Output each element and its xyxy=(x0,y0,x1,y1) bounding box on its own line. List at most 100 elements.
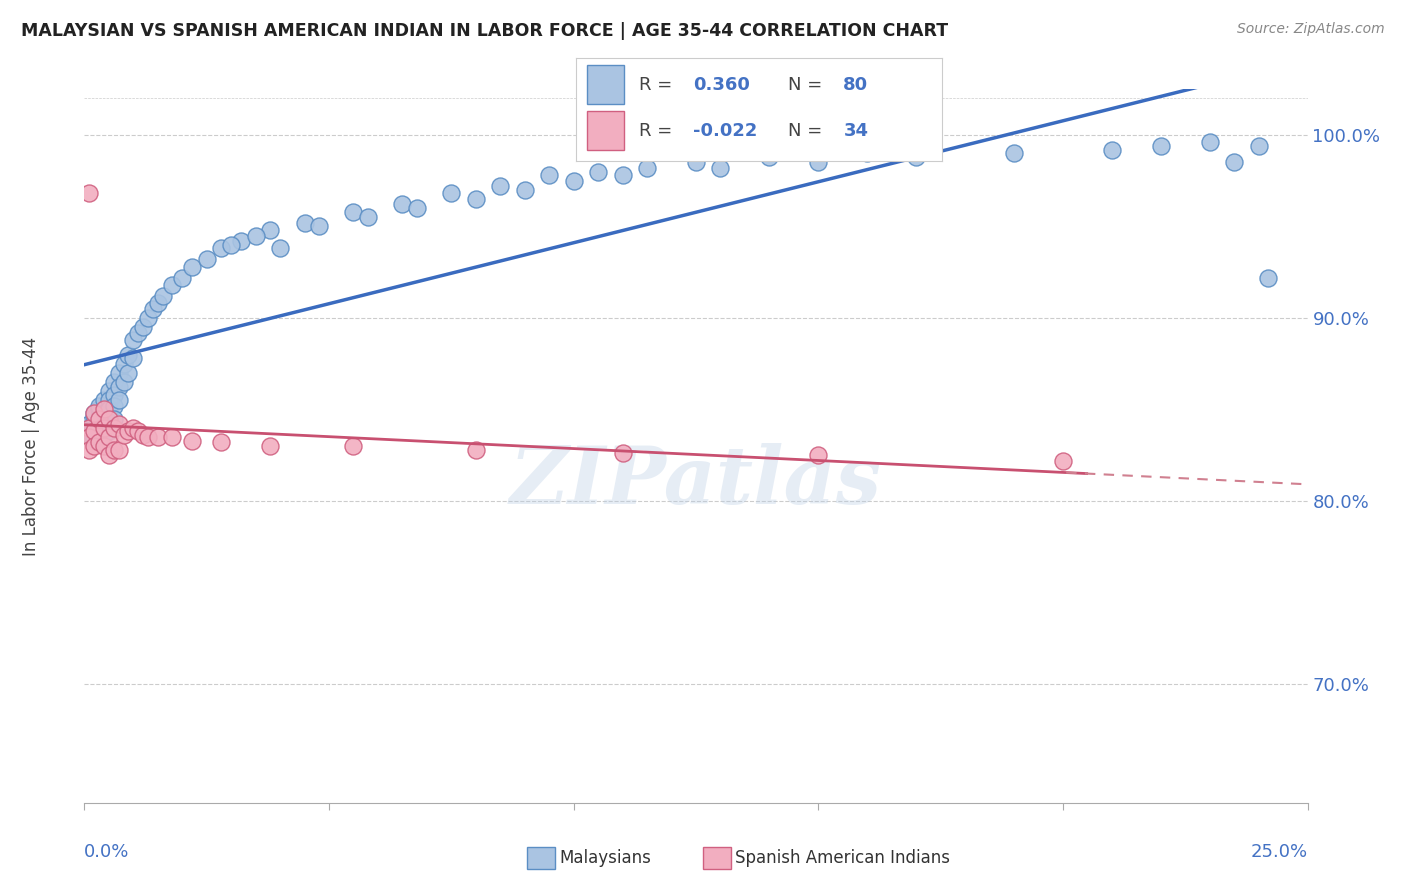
Point xyxy=(93,428,115,442)
Point xyxy=(1257,270,1279,285)
Point xyxy=(77,425,100,439)
Point xyxy=(103,375,125,389)
Point xyxy=(856,146,879,161)
Point xyxy=(562,174,585,188)
Point xyxy=(97,425,120,439)
Point xyxy=(97,384,120,398)
Point xyxy=(97,411,120,425)
Bar xyxy=(588,112,624,150)
Point xyxy=(142,301,165,316)
Point xyxy=(97,393,120,408)
Point xyxy=(87,411,110,425)
Point xyxy=(103,388,125,402)
Point xyxy=(269,241,291,255)
Point xyxy=(342,439,364,453)
Point xyxy=(807,448,830,462)
Point xyxy=(77,430,100,444)
Point xyxy=(636,161,658,175)
Point xyxy=(97,402,120,417)
Point xyxy=(132,428,155,442)
Point xyxy=(97,411,120,425)
Point xyxy=(181,434,204,448)
Point xyxy=(1198,135,1220,149)
Text: 80: 80 xyxy=(844,76,869,94)
Point xyxy=(97,448,120,462)
Point xyxy=(103,420,125,434)
Text: Source: ZipAtlas.com: Source: ZipAtlas.com xyxy=(1237,22,1385,37)
Point xyxy=(83,415,105,429)
Point xyxy=(513,183,536,197)
Point xyxy=(112,357,135,371)
Point xyxy=(117,347,139,361)
Point xyxy=(162,430,184,444)
Point xyxy=(103,399,125,413)
Point xyxy=(259,223,281,237)
Point xyxy=(1052,453,1074,467)
Point xyxy=(440,186,463,201)
Point xyxy=(122,420,145,434)
Point xyxy=(93,402,115,417)
Point xyxy=(122,351,145,366)
Point xyxy=(77,417,100,431)
Text: 0.360: 0.360 xyxy=(693,76,751,94)
Point xyxy=(77,442,100,457)
Point xyxy=(127,326,149,340)
Point xyxy=(77,420,100,434)
Point xyxy=(219,237,242,252)
Point xyxy=(308,219,330,234)
Point xyxy=(685,155,707,169)
Point xyxy=(87,402,110,417)
Point xyxy=(112,428,135,442)
Text: N =: N = xyxy=(789,76,823,94)
Point xyxy=(162,277,184,292)
Point xyxy=(489,179,512,194)
Point xyxy=(77,428,100,442)
Text: 34: 34 xyxy=(844,122,869,140)
Point xyxy=(83,409,105,424)
Text: -0.022: -0.022 xyxy=(693,122,758,140)
Point xyxy=(107,380,129,394)
Point xyxy=(136,310,159,325)
Text: ZIPatlas: ZIPatlas xyxy=(510,443,882,520)
Point xyxy=(87,430,110,444)
Point xyxy=(83,420,105,434)
Point xyxy=(117,425,139,439)
Text: R =: R = xyxy=(638,76,672,94)
Point xyxy=(87,435,110,450)
Point xyxy=(93,406,115,420)
Point xyxy=(83,432,105,446)
Point xyxy=(612,168,634,182)
Point xyxy=(195,252,218,267)
Point xyxy=(1002,146,1025,161)
Point xyxy=(77,420,100,434)
Text: 25.0%: 25.0% xyxy=(1250,843,1308,861)
Point xyxy=(77,186,100,201)
Point xyxy=(229,234,252,248)
Point xyxy=(87,413,110,427)
Point xyxy=(538,168,561,182)
Point xyxy=(146,430,169,444)
Point xyxy=(93,420,115,434)
Point xyxy=(259,439,281,453)
Point xyxy=(107,417,129,431)
Point xyxy=(83,406,105,420)
Point xyxy=(406,201,429,215)
Point xyxy=(97,430,120,444)
Point xyxy=(103,411,125,425)
Text: MALAYSIAN VS SPANISH AMERICAN INDIAN IN LABOR FORCE | AGE 35-44 CORRELATION CHAR: MALAYSIAN VS SPANISH AMERICAN INDIAN IN … xyxy=(21,22,948,40)
Point xyxy=(342,204,364,219)
Point xyxy=(83,406,105,420)
Point xyxy=(209,435,232,450)
Point xyxy=(181,260,204,274)
Point xyxy=(1150,139,1173,153)
Text: N =: N = xyxy=(789,122,823,140)
Point xyxy=(152,289,174,303)
Point xyxy=(464,442,486,457)
Point xyxy=(1101,143,1123,157)
Point xyxy=(612,446,634,460)
Text: Spanish American Indians: Spanish American Indians xyxy=(735,849,950,867)
Point xyxy=(294,216,316,230)
Point xyxy=(132,320,155,334)
Point xyxy=(107,393,129,408)
Point xyxy=(107,366,129,380)
